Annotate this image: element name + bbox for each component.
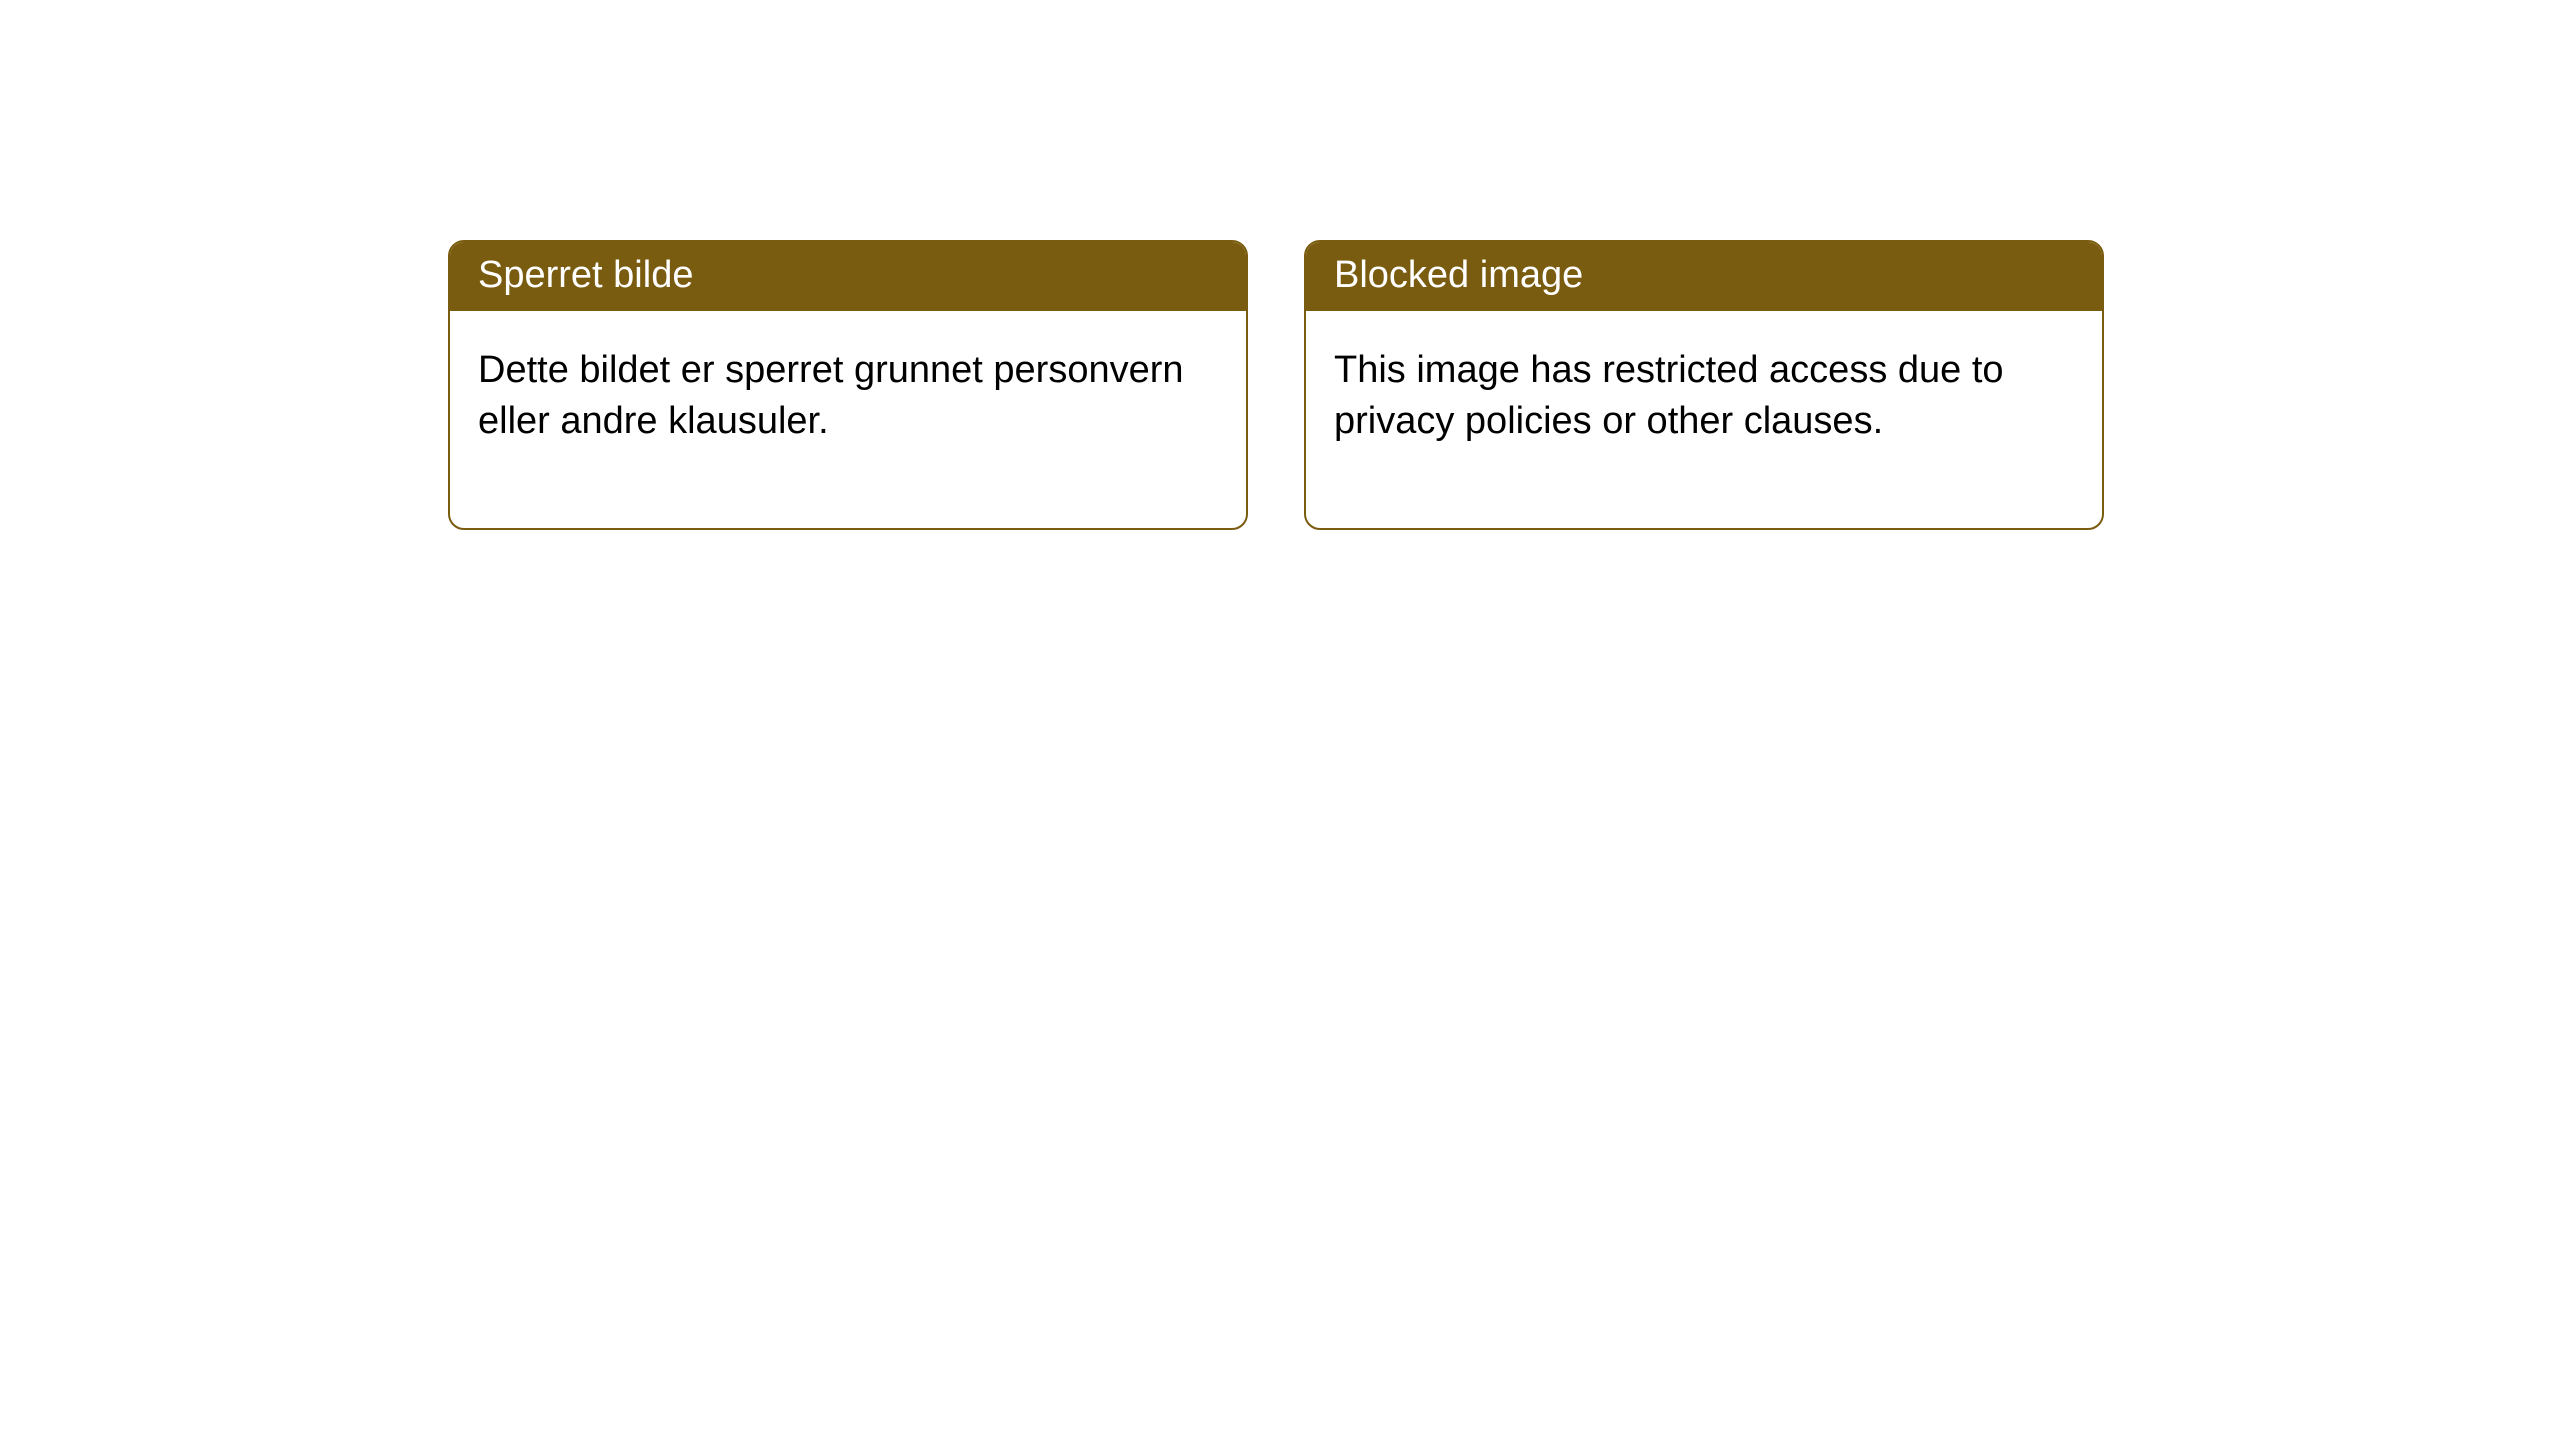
notice-title-english: Blocked image [1306,242,2102,311]
notice-body-english: This image has restricted access due to … [1306,311,2102,528]
notice-container: Sperret bilde Dette bildet er sperret gr… [0,0,2560,530]
notice-card-norwegian: Sperret bilde Dette bildet er sperret gr… [448,240,1248,530]
notice-body-norwegian: Dette bildet er sperret grunnet personve… [450,311,1246,528]
notice-card-english: Blocked image This image has restricted … [1304,240,2104,530]
notice-title-norwegian: Sperret bilde [450,242,1246,311]
